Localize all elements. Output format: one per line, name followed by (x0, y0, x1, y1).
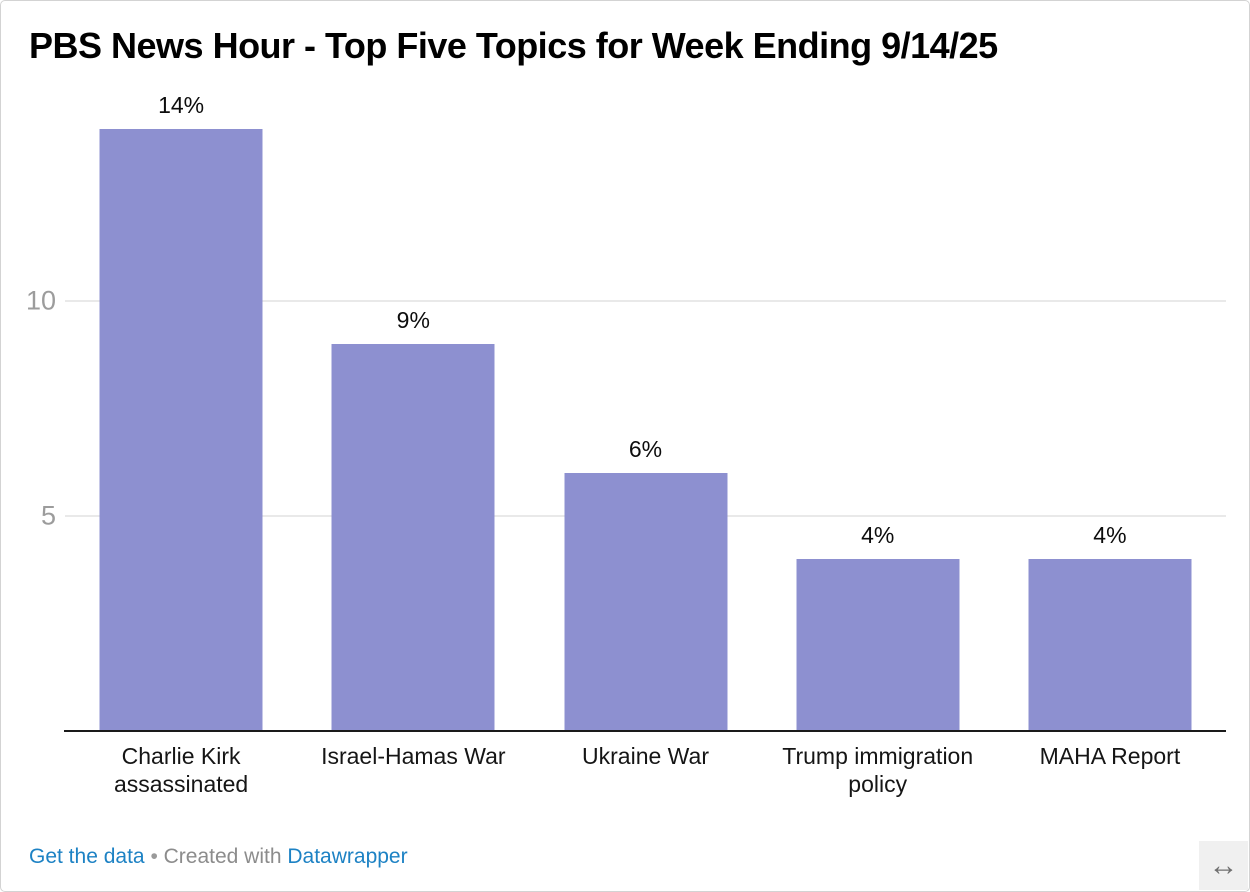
bars-row: 14% 9% 6% 4% 4% (65, 86, 1226, 731)
bar-column: 14% (65, 86, 297, 731)
y-axis-tick-label: 5 (40, 500, 56, 531)
bar[interactable] (796, 559, 960, 731)
x-axis-category-label: Trump immigration policy (782, 743, 974, 797)
chart-footer: Get the data • Created with Datawrapper (29, 845, 408, 869)
x-axis-baseline (64, 730, 1226, 732)
datawrapper-link[interactable]: Datawrapper (287, 845, 408, 868)
y-gridline (65, 300, 1226, 302)
x-axis-category-label: Ukraine War (582, 743, 709, 769)
bar-column: 4% (994, 86, 1226, 731)
chart-title: PBS News Hour - Top Five Topics for Week… (29, 25, 998, 66)
bar-value-label: 6% (628, 436, 663, 462)
footer-created-with-text: Created with (163, 845, 282, 868)
get-the-data-link[interactable]: Get the data (29, 845, 145, 868)
bar-column: 9% (297, 86, 529, 731)
bar[interactable] (99, 129, 263, 731)
bar-value-label: 4% (1093, 522, 1127, 548)
bar[interactable] (564, 473, 727, 731)
x-axis-category-label: MAHA Report (1039, 743, 1181, 769)
bar[interactable] (1028, 559, 1192, 731)
x-axis-category-label: Israel-Hamas War (321, 743, 506, 769)
bar-value-label: 9% (396, 307, 430, 333)
x-axis-labels-row: Charlie Kirk assassinated Israel-Hamas Wa… (65, 742, 1226, 798)
x-axis-category-label: Charlie Kirk assassinated (113, 743, 249, 797)
bar-column: 6% (529, 86, 761, 731)
bar-value-label: 14% (158, 92, 205, 118)
bar-column: 4% (762, 86, 994, 731)
y-axis-tick-label: 10 (25, 285, 56, 316)
footer-separator: • (150, 845, 158, 868)
bar-chart-plot: 5 10 14% 9% 6% 4% 4% (26, 86, 1226, 732)
resize-handle[interactable]: ↔ (1199, 841, 1248, 890)
horizontal-resize-arrow-icon: ↔ (1208, 848, 1239, 882)
bar-value-label: 4% (861, 522, 895, 548)
bar[interactable] (331, 344, 495, 731)
